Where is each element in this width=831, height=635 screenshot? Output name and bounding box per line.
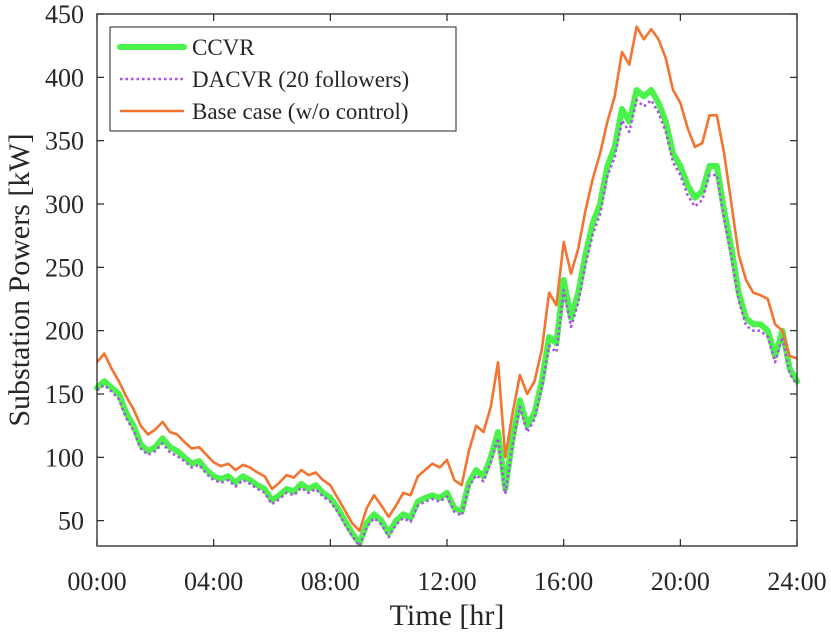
x-tick-label: 12:00 (417, 567, 476, 596)
y-tick-label: 450 (45, 0, 84, 29)
legend: CCVR DACVR (20 followers) Base case (w/o… (109, 26, 457, 132)
y-tick-label: 200 (45, 317, 84, 346)
x-axis-title: Time [hr] (390, 599, 505, 632)
x-tick-label: 24:00 (767, 567, 826, 596)
series-line-ccvr (94, 87, 800, 547)
legend-label-base-case: Base case (w/o control) (192, 99, 409, 124)
tick-labels: 00:00 04:00 08:00 12:00 16:00 20:00 24:00 50 100… (45, 0, 827, 596)
x-tick-label: 08:00 (301, 567, 360, 596)
plot-lines (94, 25, 800, 548)
x-tick-label: 20:00 (651, 567, 710, 596)
y-tick-label: 100 (45, 443, 84, 472)
y-tick-label: 400 (45, 63, 84, 92)
x-tick-label: 04:00 (184, 567, 243, 596)
legend-label-ccvr: CCVR (192, 35, 255, 60)
series-line-base-case (95, 25, 798, 533)
series-line-dacvr (96, 98, 799, 548)
tick-marks (96, 13, 798, 546)
x-tick-label: 00:00 (67, 567, 126, 596)
y-tick-label: 250 (45, 253, 84, 282)
y-tick-label: 150 (45, 380, 84, 409)
legend-label-dacvr: DACVR (20 followers) (192, 67, 409, 92)
x-tick-label: 16:00 (534, 567, 593, 596)
y-tick-label: 300 (45, 190, 84, 219)
y-axis-title: Substation Powers [kW] (3, 133, 36, 426)
y-tick-label: 50 (58, 507, 84, 536)
y-tick-label: 350 (45, 127, 84, 156)
